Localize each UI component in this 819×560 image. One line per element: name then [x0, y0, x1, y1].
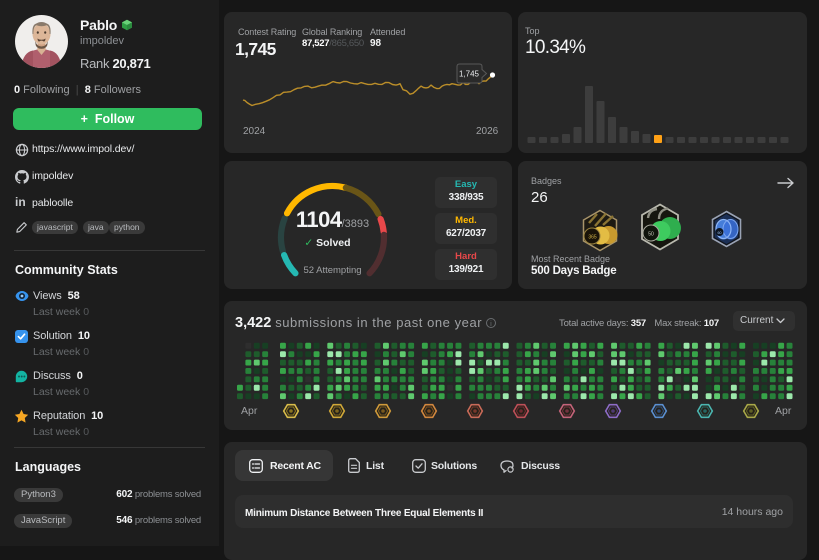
svg-text:50: 50 [648, 232, 654, 238]
svg-text:365: 365 [588, 235, 597, 241]
svg-text:1,745: 1,745 [459, 70, 480, 79]
svg-text:60: 60 [718, 231, 722, 235]
